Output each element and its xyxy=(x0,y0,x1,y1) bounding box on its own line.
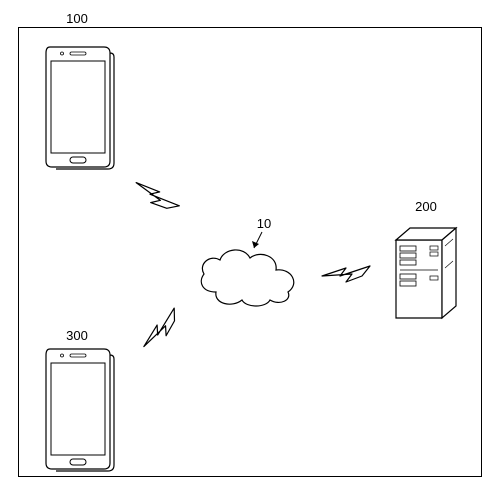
diagram-svg xyxy=(0,0,500,500)
wireless-link-2 xyxy=(137,308,184,351)
wireless-link-1 xyxy=(132,175,179,218)
ref-arrow-10 xyxy=(252,232,262,248)
smartphone-100 xyxy=(46,47,114,169)
smartphone-300 xyxy=(46,349,114,471)
server-200 xyxy=(396,228,456,318)
wireless-link-3 xyxy=(322,266,370,282)
cloud-node xyxy=(201,250,293,306)
